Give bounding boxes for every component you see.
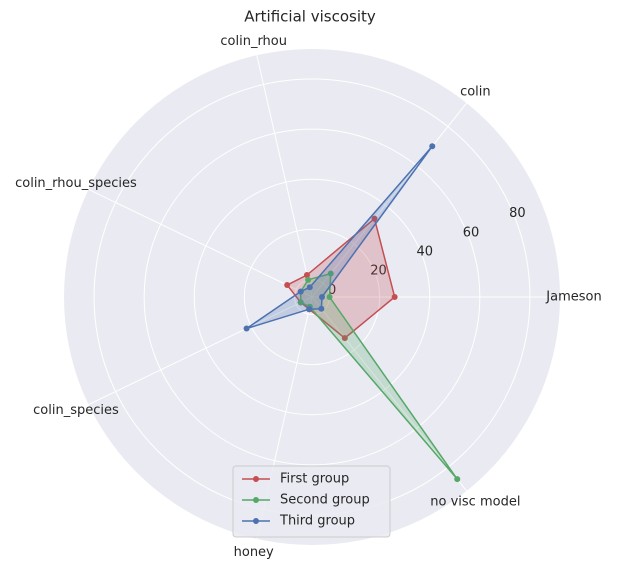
- grid-spoke: [256, 55, 313, 298]
- legend-label: Third group: [279, 514, 355, 529]
- data-point: [429, 143, 436, 150]
- legend-marker: [253, 476, 259, 482]
- series-area: [299, 272, 458, 480]
- data-point: [297, 299, 304, 306]
- axis-label: colin_species: [33, 403, 119, 418]
- grid-spoke: [88, 296, 313, 406]
- data-point: [284, 282, 291, 289]
- series-area: [286, 217, 396, 340]
- axis-label: colin: [460, 85, 491, 100]
- data-point: [454, 476, 461, 483]
- axis-label: honey: [234, 545, 274, 560]
- grid-spoke: [88, 188, 313, 298]
- axis-label: colin_rhou_species: [15, 176, 137, 191]
- axis-label: colin_rhou: [220, 34, 287, 49]
- legend-box: [232, 465, 391, 538]
- r-tick-label: 80: [509, 206, 526, 221]
- data-point: [391, 294, 398, 300]
- data-point: [318, 305, 325, 312]
- legend-label: Second group: [280, 493, 370, 508]
- data-point: [371, 215, 378, 222]
- data-point: [243, 325, 250, 332]
- r-tick-label: 20: [370, 264, 387, 279]
- data-point: [326, 294, 333, 300]
- r-tick-label: 0: [328, 283, 336, 298]
- data-point: [327, 270, 334, 277]
- grid-spoke: [311, 296, 468, 492]
- grid-spoke: [311, 102, 468, 298]
- legend-marker: [253, 497, 259, 503]
- data-point: [303, 272, 310, 279]
- data-point: [297, 288, 304, 295]
- data-point: [319, 294, 326, 300]
- data-point: [306, 306, 313, 313]
- data-point: [305, 276, 312, 283]
- r-tick-label: 40: [417, 244, 434, 259]
- axis-label: Jameson: [545, 290, 601, 305]
- r-tick-label: 60: [463, 225, 480, 240]
- legend-marker: [253, 518, 259, 524]
- chart-title: Artificial viscosity: [244, 8, 376, 26]
- axis-label: no visc model: [430, 494, 520, 509]
- legend-label: First group: [280, 472, 349, 487]
- data-point: [341, 335, 348, 342]
- data-point: [306, 284, 313, 291]
